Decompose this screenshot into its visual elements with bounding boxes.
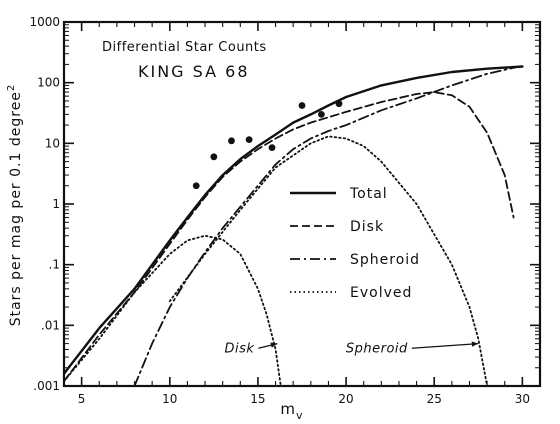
data-point-observed	[317, 110, 325, 118]
y-axis-label-sup: 2	[6, 84, 17, 91]
data-point-observed	[298, 102, 306, 109]
y-tick-label: .01	[41, 318, 60, 332]
axis-ticks: 5 10 15 20 25 30 .001 .01 .1 1 10 100 1000	[29, 15, 541, 406]
annotation-arrowhead-disk	[270, 342, 278, 348]
curves	[62, 64, 524, 387]
x-tick-label: 25	[427, 392, 442, 406]
data-point-observed	[192, 182, 200, 190]
legend-label-total: Total	[349, 186, 388, 202]
x-axis-label-sub: v	[296, 409, 304, 422]
x-axis-label-main: m	[280, 400, 296, 418]
legend-label-evolved: Evolved	[350, 285, 412, 301]
plot-frame	[62, 20, 542, 388]
series-evolved-1-line	[63, 234, 282, 387]
y-tick-label: 100	[37, 76, 60, 90]
x-tick-label: 30	[515, 392, 530, 406]
data-point-observed	[335, 100, 343, 108]
series-disk-line	[63, 91, 515, 383]
annotation-disk: Disk	[224, 341, 254, 356]
series-total-line	[62, 65, 524, 375]
annotation-spheroid: Spheroid	[346, 341, 408, 356]
x-tick-label: 10	[162, 392, 177, 406]
y-tick-label: .1	[49, 258, 60, 272]
data-point-observed	[228, 137, 235, 145]
x-tick-label: 20	[338, 392, 353, 406]
chart-subtitle: KING SA 68	[138, 62, 250, 81]
y-tick-label: 1	[52, 197, 60, 211]
observed-points	[192, 100, 343, 190]
series-evolved-2-line	[168, 135, 488, 387]
x-axis-label: mv	[280, 400, 303, 422]
legend: Total Disk Spheroid Evolved	[290, 186, 420, 301]
x-tick-label: 5	[78, 392, 86, 406]
data-point-observed	[268, 144, 276, 152]
y-axis-label-main: Stars per mag per 0.1 degree	[8, 91, 24, 326]
y-tick-label: .001	[33, 379, 60, 393]
legend-label-disk: Disk	[350, 219, 384, 235]
legend-label-spheroid: Spheroid	[350, 252, 420, 268]
y-tick-label: 1000	[29, 15, 60, 29]
chart-title: Differential Star Counts	[102, 40, 267, 55]
data-point-observed	[210, 153, 218, 161]
x-tick-label: 15	[250, 392, 265, 406]
annotations: Disk Spheroid	[224, 341, 479, 356]
data-point-observed	[245, 136, 253, 144]
annotation-arrow-spheroid	[411, 342, 479, 349]
annotation-arrowhead-spheroid	[471, 341, 479, 347]
y-tick-label: 10	[45, 136, 60, 150]
y-axis-label: Stars per mag per 0.1 degree2	[6, 84, 24, 327]
plot-border	[62, 20, 542, 388]
